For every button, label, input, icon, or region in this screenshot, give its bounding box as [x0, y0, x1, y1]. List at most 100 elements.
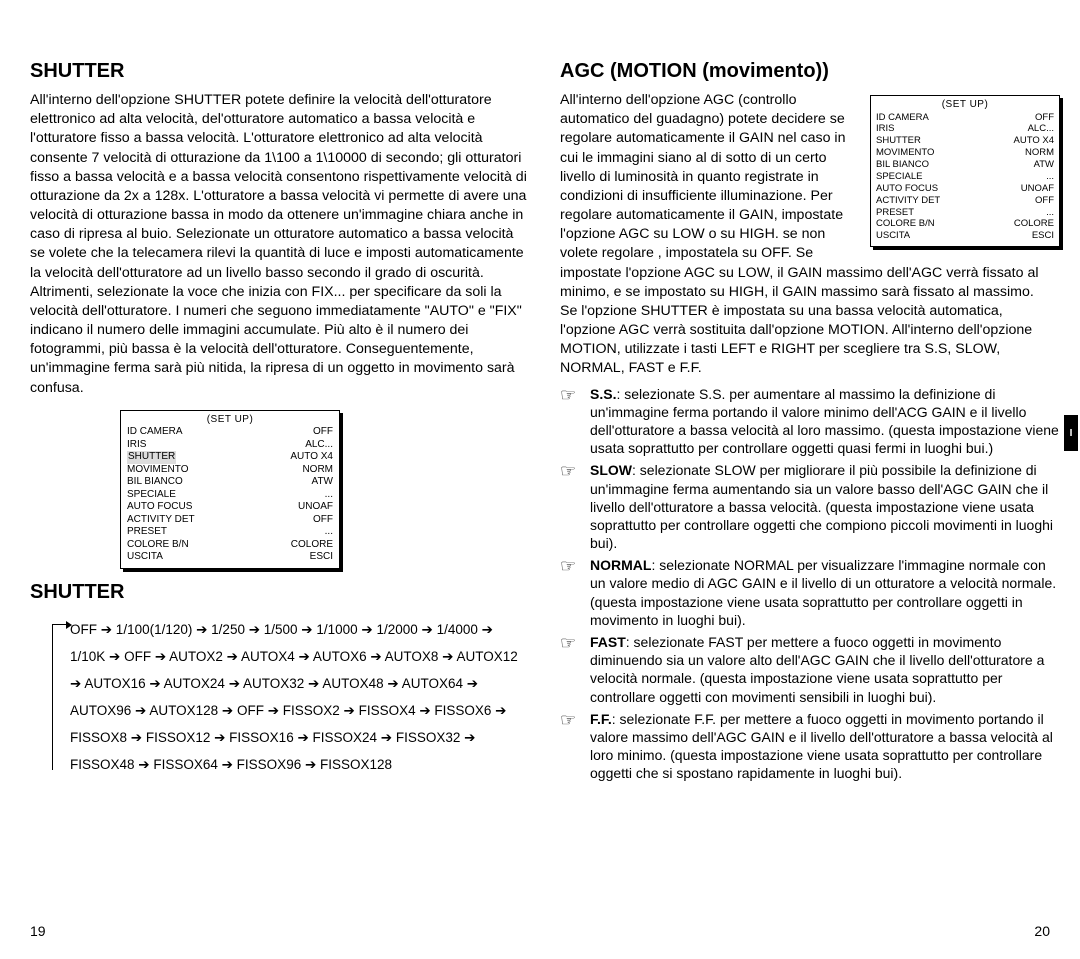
left-column: SHUTTER All'interno dell'opzione SHUTTER…	[30, 60, 530, 939]
note-text: SLOW: selezionate SLOW per migliorare il…	[590, 461, 1060, 552]
setup-key: IRIS	[127, 439, 146, 452]
setup-menu-left: (SET UP) ID CAMERA OFF IRIS ALC... SHUTTER AU…	[120, 410, 340, 569]
note-text: FAST: selezionate FAST per mettere a fuo…	[590, 633, 1060, 706]
setup-value: UNOAF	[298, 501, 333, 514]
setup-key: ID CAMERA	[127, 426, 183, 439]
setup-key: USCITA	[876, 230, 910, 242]
setup-title-left: (SET UP)	[127, 414, 333, 427]
setup-row: BIL BIANCO ATW	[876, 159, 1054, 171]
setup-row: PRESET...	[876, 207, 1054, 219]
setup-value: OFF	[1035, 112, 1054, 124]
setup-key: IRIS	[876, 123, 894, 135]
right-column: AGC (MOTION (movimento)) (SET UP) ID CAM…	[560, 60, 1060, 939]
setup-value: ...	[1046, 207, 1054, 219]
note-item: ☞ SLOW: selezionate SLOW per migliorare i…	[560, 461, 1060, 552]
shutter-paragraph: All'interno dell'opzione SHUTTER potete …	[30, 91, 530, 398]
chain-loop-side	[52, 624, 53, 770]
pointing-hand-icon: ☞	[560, 385, 582, 404]
note-text: S.S.: selezionate S.S. per aumentare al …	[590, 385, 1060, 458]
setup-value: OFF	[313, 514, 333, 527]
setup-value: ATW	[312, 476, 333, 489]
chain-loop-arrow-icon	[52, 624, 68, 636]
setup-value: ...	[1046, 171, 1054, 183]
setup-value: ALC...	[305, 439, 333, 452]
setup-key: USCITA	[127, 551, 163, 564]
shutter-chain: OFF ➔ 1/100(1/120) ➔ 1/250 ➔ 1/500 ➔ 1/1…	[30, 612, 530, 778]
setup-title-right: (SET UP)	[876, 99, 1054, 112]
chain-text: OFF ➔ 1/100(1/120) ➔ 1/250 ➔ 1/500 ➔ 1/1…	[70, 622, 518, 772]
setup-row: ID CAMERA OFF	[127, 426, 333, 439]
page-number-left: 19	[30, 923, 46, 939]
note-item: ☞ F.F.: selezionate F.F. per mettere a fu…	[560, 710, 1060, 783]
setup-key: AUTO FOCUS	[876, 183, 938, 195]
setup-key: SHUTTER	[127, 451, 176, 464]
heading-agc: AGC (MOTION (movimento))	[560, 60, 1060, 83]
setup-key: MOVIMENTO	[876, 147, 934, 159]
setup-row: ACTIVITY DET OFF	[876, 195, 1054, 207]
note-item: ☞ S.S.: selezionate S.S. per aumentare al…	[560, 385, 1060, 458]
setup-value: ...	[325, 489, 333, 502]
setup-menu-right: (SET UP) ID CAMERA OFF IRIS ALC... SHUTTER AU…	[870, 95, 1060, 247]
page: SHUTTER All'interno dell'opzione SHUTTER…	[0, 0, 1080, 959]
pointing-hand-icon: ☞	[560, 710, 582, 729]
note-text: NORMAL: selezionate NORMAL per visualizz…	[590, 556, 1060, 629]
setup-key: COLORE B/N	[876, 218, 935, 230]
pointing-hand-icon: ☞	[560, 556, 582, 575]
heading-shutter-1: SHUTTER	[30, 60, 530, 83]
setup-row: USCITA ESCI	[876, 230, 1054, 242]
setup-value: NORM	[1025, 147, 1054, 159]
setup-row: AUTO FOCUS UNOAF	[127, 501, 333, 514]
setup-row: COLORE B/N COLORE	[876, 218, 1054, 230]
setup-row: AUTO FOCUS UNOAF	[876, 183, 1054, 195]
page-number-right: 20	[1034, 923, 1050, 939]
setup-rows-right: ID CAMERAOFFIRISALC...SHUTTERAUTO X4MOVI…	[876, 112, 1054, 243]
setup-row: USCITA ESCI	[127, 551, 333, 564]
setup-value: COLORE	[1014, 218, 1054, 230]
setup-row: BIL BIANCO ATW	[127, 476, 333, 489]
setup-key: SPECIALE	[876, 171, 922, 183]
setup-row: PRESET...	[127, 526, 333, 539]
setup-value: ...	[325, 526, 333, 539]
setup-value: ESCI	[1032, 230, 1054, 242]
setup-row: IRIS ALC...	[876, 123, 1054, 135]
setup-row: SPECIALE...	[127, 489, 333, 502]
note-item: ☞ FAST: selezionate FAST per mettere a fu…	[560, 633, 1060, 706]
setup-value: AUTO X4	[290, 451, 333, 464]
setup-value: COLORE	[291, 539, 333, 552]
pointing-hand-icon: ☞	[560, 633, 582, 652]
setup-key: BIL BIANCO	[876, 159, 929, 171]
setup-value: UNOAF	[1021, 183, 1054, 195]
setup-value: OFF	[313, 426, 333, 439]
setup-key: SPECIALE	[127, 489, 176, 502]
setup-value: ATW	[1034, 159, 1054, 171]
setup-row: MOVIMENTO NORM	[876, 147, 1054, 159]
setup-row: SPECIALE...	[876, 171, 1054, 183]
setup-key: PRESET	[876, 207, 914, 219]
setup-key: ID CAMERA	[876, 112, 929, 124]
setup-row: SHUTTER AUTO X4	[127, 451, 333, 464]
language-tab: I	[1064, 415, 1078, 451]
setup-key: SHUTTER	[876, 135, 921, 147]
setup-row: MOVIMENTO NORM	[127, 464, 333, 477]
setup-key: ACTIVITY DET	[127, 514, 195, 527]
setup-value: ESCI	[310, 551, 333, 564]
setup-value: AUTO X4	[1014, 135, 1054, 147]
pointing-hand-icon: ☞	[560, 461, 582, 480]
note-text: F.F.: selezionate F.F. per mettere a fuo…	[590, 710, 1060, 783]
setup-row: COLORE B/N COLORE	[127, 539, 333, 552]
setup-value: ALC...	[1028, 123, 1054, 135]
setup-key: MOVIMENTO	[127, 464, 188, 477]
setup-row: ACTIVITY DET OFF	[127, 514, 333, 527]
setup-rows-left: ID CAMERAOFFIRISALC...SHUTTERAUTO X4MOVI…	[127, 426, 333, 564]
setup-row: SHUTTER AUTO X4	[876, 135, 1054, 147]
setup-row: ID CAMERA OFF	[876, 112, 1054, 124]
setup-key: AUTO FOCUS	[127, 501, 192, 514]
heading-shutter-2: SHUTTER	[30, 581, 530, 604]
setup-key: BIL BIANCO	[127, 476, 183, 489]
setup-key: COLORE B/N	[127, 539, 189, 552]
setup-value: NORM	[302, 464, 333, 477]
setup-value: OFF	[1035, 195, 1054, 207]
setup-key: ACTIVITY DET	[876, 195, 940, 207]
note-list: ☞ S.S.: selezionate S.S. per aumentare al…	[560, 385, 1060, 787]
setup-row: IRIS ALC...	[127, 439, 333, 452]
